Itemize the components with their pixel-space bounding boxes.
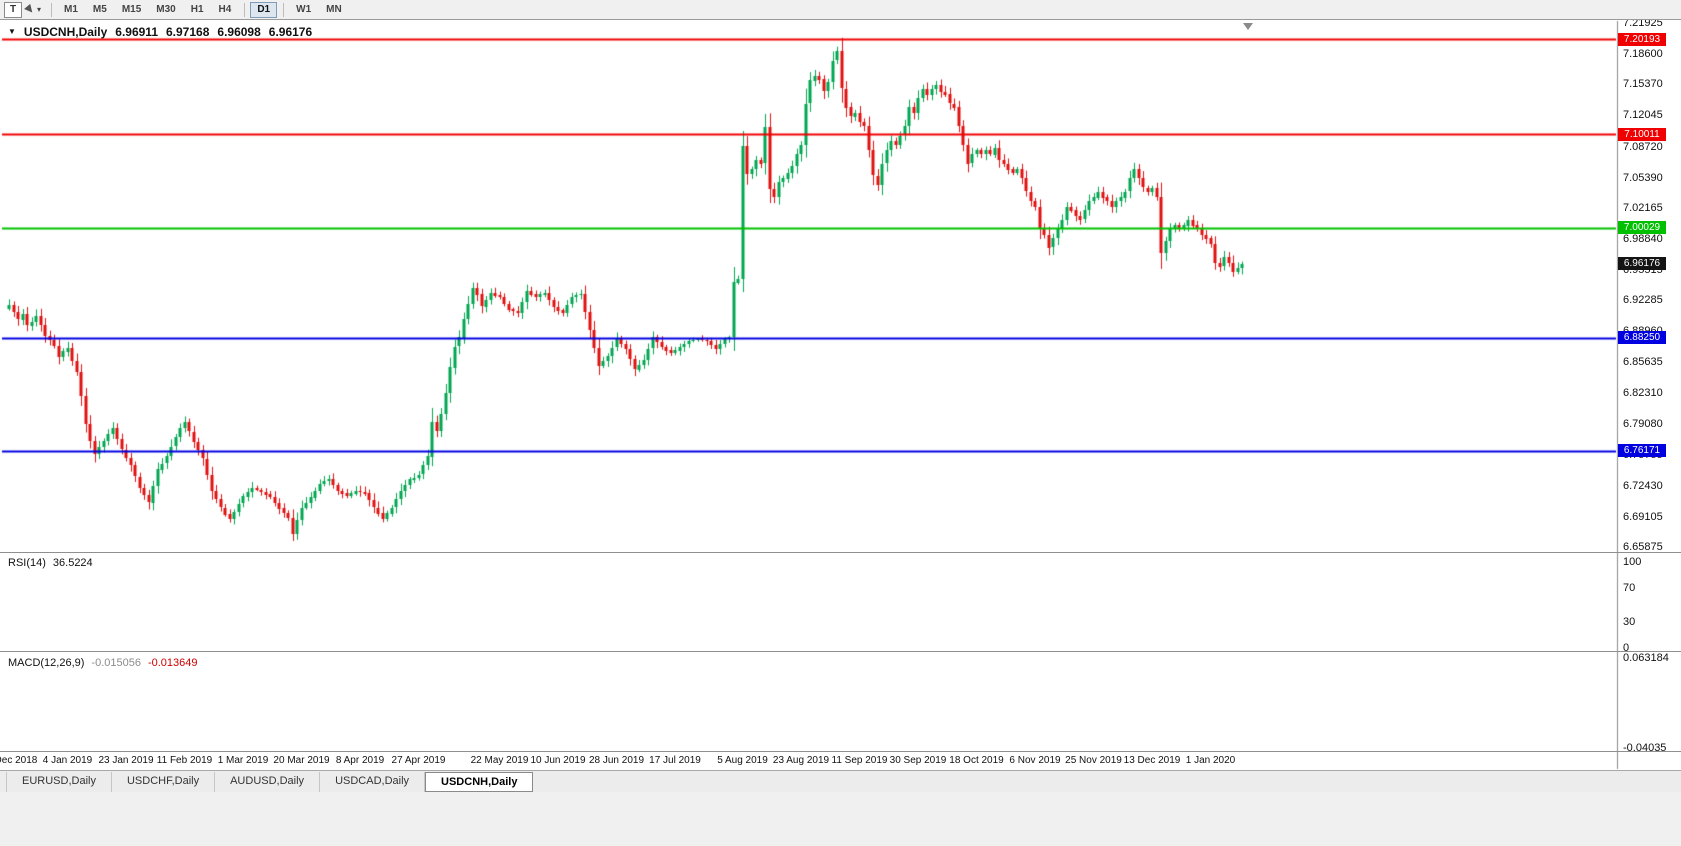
bid-price-badge: 6.96176	[1618, 257, 1666, 271]
macd-axis-tick: 0.063184	[1623, 652, 1669, 664]
cursor-icon	[24, 3, 38, 19]
rsi-axis-tick: 100	[1623, 556, 1642, 568]
timeframe-button-w1[interactable]: W1	[296, 4, 312, 15]
time-axis-label: 17 Jul 2019	[649, 755, 701, 766]
time-axis-label: 10 Jun 2019	[530, 755, 586, 766]
time-axis-label: 20 Mar 2019	[273, 755, 330, 766]
rsi-axis-tick: 30	[1623, 616, 1636, 629]
macd-main-value: -0.015056	[91, 657, 141, 669]
toolbar-separator	[244, 2, 246, 17]
time-axis-label: 30 Sep 2019	[889, 755, 947, 766]
timeframe-button-m30[interactable]: M30	[156, 4, 176, 15]
hline-price-badge: 6.76171	[1618, 444, 1666, 458]
price-scale[interactable]: 7.21925 7.18600 7.15370 7.12045 7.08720 7.053…	[1617, 17, 1681, 754]
price-axis-tick: 7.05390	[1623, 171, 1663, 184]
price-axis-tick: 7.02165	[1623, 201, 1663, 214]
rsi-axis-tick: 70	[1623, 581, 1636, 594]
time-axis-label: 1 Jan 2020	[1185, 755, 1236, 766]
dropdown-caret-icon: ▾	[37, 5, 42, 14]
timeframe-button-h1[interactable]: H1	[190, 4, 204, 15]
price-axis-tick: 6.85635	[1623, 356, 1663, 369]
time-axis-label: 8 Apr 2019	[335, 755, 385, 766]
price-axis-tick: 7.15370	[1623, 78, 1663, 91]
price-axis-tick: 6.72430	[1623, 479, 1663, 492]
time-axis-label: 11 Sep 2019	[831, 755, 888, 766]
rsi-name: RSI(14)	[8, 557, 46, 569]
price-axis-tick: 7.18600	[1623, 48, 1663, 61]
price-axis-tick: 7.12045	[1623, 109, 1663, 122]
toolbar-separator	[283, 2, 285, 17]
panel-splitter-macd[interactable]	[0, 651, 1681, 652]
time-axis-label: 22 May 2019	[470, 755, 529, 766]
ohlc-close: 6.96176	[268, 25, 313, 39]
price-axis-tick: 6.79080	[1623, 417, 1663, 430]
time-axis-label: 27 Apr 2019	[391, 755, 446, 766]
macd-indicator-label: MACD(12,26,9) -0.015056 -0.013649	[8, 657, 198, 669]
chart-shift-marker-icon[interactable]	[1243, 23, 1253, 30]
macd-name: MACD(12,26,9)	[8, 657, 85, 669]
time-axis-label: 11 Feb 2019	[156, 755, 213, 766]
hline-price-badge: 7.10011	[1618, 127, 1666, 141]
time-axis-label: 28 Jun 2019	[588, 755, 645, 766]
time-axis-label: 25 Nov 2019	[1065, 755, 1122, 766]
time-axis-label: 6 Nov 2019	[1009, 755, 1061, 766]
rsi-axis-tick: 0	[1623, 642, 1630, 654]
toolbar-separator	[51, 2, 53, 17]
hline-price-badge: 7.00029	[1618, 221, 1666, 235]
text-tool-icon: T	[9, 4, 17, 15]
timeframe-button-m1[interactable]: M1	[64, 4, 78, 15]
hline-price-badge: 7.20193	[1618, 32, 1666, 46]
price-axis-tick: 7.21925	[1623, 17, 1663, 30]
time-axis-border	[0, 751, 1681, 752]
timeframe-bar: M1 M5 M15 M30 H1 H4 D1 W1 MN	[57, 1, 350, 18]
chart-title: ▼ USDCNH,Daily 6.96911 6.97168 6.96098 6…	[8, 25, 312, 39]
time-axis-label: 1 Mar 2019	[217, 755, 269, 766]
collapse-arrow-icon: ▼	[8, 27, 16, 36]
chart-tab-usdcad[interactable]: USDCAD,Daily	[320, 772, 426, 792]
rsi-value: 36.5224	[52, 557, 93, 569]
ohlc-high: 6.97168	[166, 25, 210, 39]
time-axis-label: 18 Oct 2019	[949, 755, 1004, 766]
price-axis-tick: 6.65875	[1623, 540, 1663, 553]
chart-tab-bar: EURUSD,Daily USDCHF,Daily AUDUSD,Daily USDC…	[0, 770, 1681, 792]
cursor-tool-button[interactable]: ▾	[24, 2, 44, 19]
price-axis-tick: 6.82310	[1623, 387, 1663, 400]
chart-tab-usdcnh[interactable]: USDCNH,Daily	[425, 772, 534, 792]
price-axis-tick: 6.92285	[1623, 294, 1663, 307]
time-axis-label: 5 Aug 2019	[717, 755, 768, 766]
timeframe-button-m15[interactable]: M15	[121, 4, 142, 15]
status-bar	[0, 792, 1681, 846]
timeframe-button-m5[interactable]: M5	[92, 4, 107, 15]
hline-price-badge: 6.88250	[1618, 331, 1666, 345]
symbol-label: USDCNH,Daily	[23, 25, 108, 39]
ohlc-open: 6.96911	[115, 25, 158, 39]
rsi-indicator-label: RSI(14) 36.5224	[8, 557, 93, 569]
time-axis-label: 23 Jan 2019	[98, 755, 154, 766]
timeframe-button-mn[interactable]: MN	[326, 4, 342, 15]
time-axis-label: 17 Dec 2018	[0, 755, 38, 766]
time-axis-label: 23 Aug 2019	[772, 755, 830, 766]
chart-tab-usdchf[interactable]: USDCHF,Daily	[112, 772, 216, 792]
price-axis-tick: 6.98840	[1623, 232, 1663, 245]
ohlc-low: 6.96098	[217, 25, 261, 39]
time-axis-label: 13 Dec 2019	[1123, 755, 1181, 766]
toolbar: T ▾ M1 M5 M15 M30 H1 H4 D1 W1 MN	[0, 0, 1681, 20]
timeframe-button-d1[interactable]: D1	[250, 1, 278, 18]
macd-axis-tick: -0.04035	[1623, 742, 1667, 754]
time-axis-label: 4 Jan 2019	[42, 755, 93, 766]
timeframe-button-h4[interactable]: H4	[218, 4, 232, 15]
price-axis-tick: 6.69105	[1623, 510, 1663, 523]
panel-splitter-rsi[interactable]	[0, 552, 1681, 553]
chart-tab-eurusd[interactable]: EURUSD,Daily	[6, 772, 112, 792]
macd-signal-value: -0.013649	[147, 657, 198, 669]
price-axis-tick: 7.08720	[1623, 140, 1663, 153]
text-tool-button[interactable]: T	[4, 1, 22, 18]
chart-tab-audusd[interactable]: AUDUSD,Daily	[215, 772, 321, 792]
